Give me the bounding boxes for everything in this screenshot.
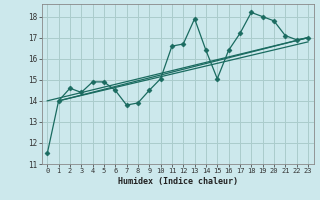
X-axis label: Humidex (Indice chaleur): Humidex (Indice chaleur) xyxy=(118,177,237,186)
